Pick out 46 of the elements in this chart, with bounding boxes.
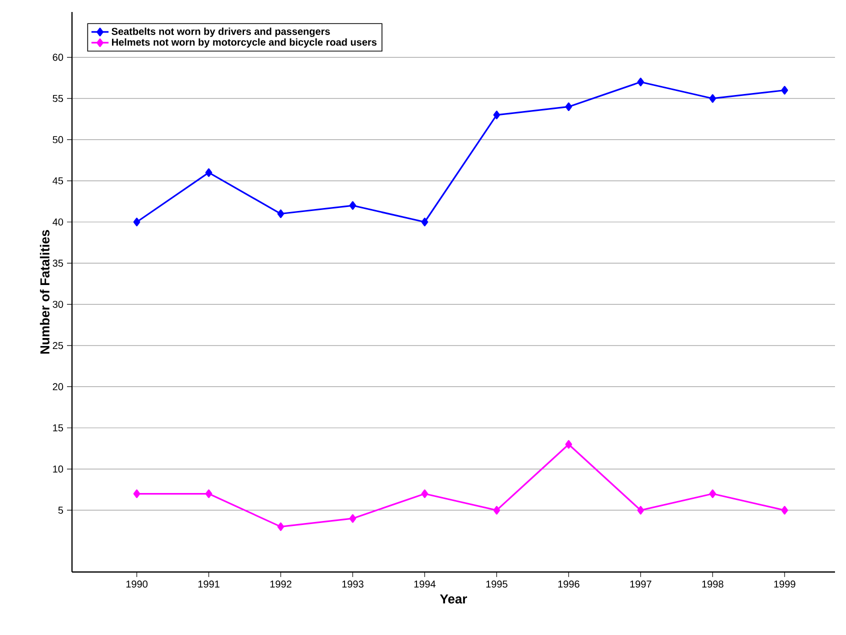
y-tick-label: 55 <box>52 94 64 102</box>
legend-label: Seatbelts not worn by drivers and passengers <box>112 28 330 37</box>
y-tick-label: 5 <box>58 506 64 514</box>
point <box>565 440 572 449</box>
point <box>493 110 500 120</box>
x-tick-label: 1990 <box>126 580 148 588</box>
point <box>637 506 644 515</box>
legend-label: Helmets not worn by motorcycle and bicycle road users <box>112 38 377 48</box>
y-tick-label: 25 <box>52 342 64 350</box>
x-tick-label: 1995 <box>486 580 508 588</box>
x-tick-label: 1994 <box>414 580 436 588</box>
x-tick-label: 1997 <box>630 580 652 588</box>
x-tick-label: 1996 <box>558 580 580 588</box>
point <box>277 522 284 532</box>
point <box>709 489 716 498</box>
point <box>781 506 788 515</box>
point <box>205 168 212 177</box>
point <box>421 489 428 498</box>
point <box>277 209 284 218</box>
point <box>133 489 140 498</box>
x-axis-title: Year <box>440 594 468 604</box>
point <box>133 218 140 226</box>
x-tick-label: 1999 <box>774 580 796 588</box>
x-tick-label: 1991 <box>198 580 220 588</box>
y-tick-label: 10 <box>53 466 64 473</box>
point <box>565 102 572 112</box>
y-tick-label: 30 <box>52 300 64 308</box>
point <box>205 489 212 498</box>
x-tick-label: 1992 <box>270 580 292 588</box>
x-tick-label: 1993 <box>342 580 364 588</box>
y-tick-label: 20 <box>52 383 64 390</box>
point <box>709 94 716 103</box>
y-tick-label: 40 <box>52 218 64 226</box>
y-tick-label: 45 <box>52 177 64 184</box>
point <box>349 201 356 210</box>
y-tick-label: 15 <box>53 424 64 432</box>
point <box>349 514 356 523</box>
y-tick-label: 50 <box>52 136 64 144</box>
y-tick-label: 35 <box>52 260 64 267</box>
y-tick-label: 60 <box>52 54 64 61</box>
point <box>421 218 428 226</box>
point <box>781 86 788 95</box>
point <box>637 78 644 86</box>
x-tick-label: 1998 <box>702 580 724 588</box>
point <box>493 506 500 515</box>
y-axis-title: Number of Fatalities <box>40 230 50 354</box>
